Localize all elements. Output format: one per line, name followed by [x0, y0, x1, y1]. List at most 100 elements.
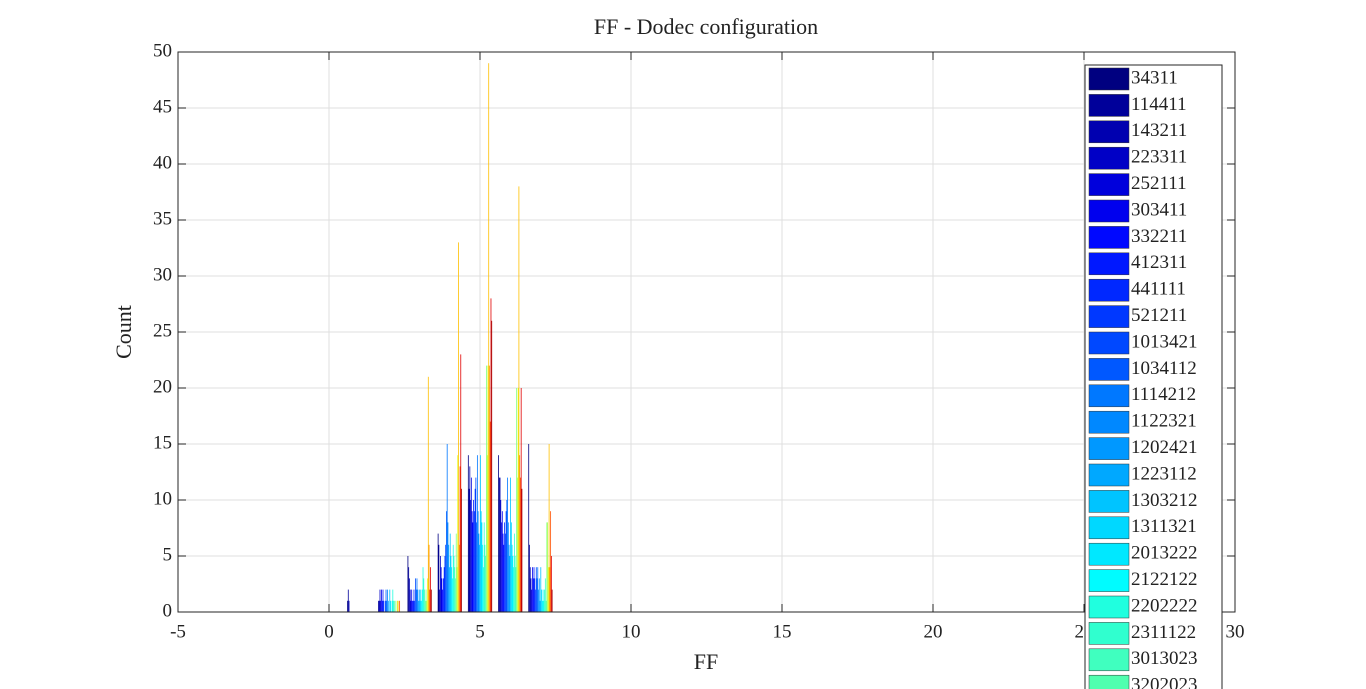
bar [476, 455, 478, 612]
bar [427, 376, 429, 612]
bar [454, 567, 456, 612]
bar [516, 477, 518, 612]
legend-swatch [1088, 622, 1130, 645]
bar [448, 544, 450, 612]
bar [468, 488, 470, 612]
bar [531, 589, 533, 612]
bar [409, 578, 410, 612]
x-tick-label: 15 [773, 621, 792, 642]
bar [397, 600, 399, 612]
bar [484, 544, 486, 612]
bar [547, 567, 549, 612]
bar [455, 578, 456, 612]
bar [452, 578, 453, 612]
bar [483, 522, 485, 612]
bar [515, 567, 517, 612]
bar [451, 567, 453, 612]
bar [514, 556, 516, 612]
bar [533, 567, 535, 612]
legend-label: 3202023 [1131, 675, 1198, 689]
legend-swatch [1088, 358, 1130, 381]
bar [540, 567, 542, 612]
bar [411, 589, 413, 612]
x-tick-label: 30 [1226, 621, 1245, 642]
legend-label: 1223112 [1131, 463, 1197, 484]
bar [449, 533, 451, 612]
legend-swatch [1088, 569, 1130, 592]
bar [441, 578, 443, 612]
bar [439, 556, 441, 612]
legend-swatch [1088, 199, 1130, 223]
bar [460, 354, 462, 612]
legend-swatch [1088, 67, 1130, 91]
bar [529, 544, 530, 612]
bar [455, 533, 457, 612]
bar [395, 600, 397, 612]
bar [408, 567, 410, 612]
bar [537, 567, 539, 612]
bar [512, 556, 514, 612]
bar [544, 589, 545, 612]
bar [347, 600, 348, 612]
bar [539, 600, 541, 612]
bar [378, 600, 379, 612]
bar [409, 589, 411, 612]
bar [393, 600, 394, 612]
bar [457, 455, 459, 612]
legend-swatch [1088, 410, 1130, 434]
bar [438, 544, 440, 612]
legend-swatch [1088, 490, 1130, 513]
bar [440, 567, 442, 612]
x-tick-label: 5 [475, 621, 485, 642]
bar [469, 466, 471, 612]
bar [426, 600, 428, 612]
legend-swatch [1088, 331, 1130, 355]
bar [381, 589, 382, 612]
bar [489, 421, 491, 612]
legend: 34311 114411 143211 223311 252111 303411 33221… [1084, 64, 1223, 689]
bar [391, 600, 393, 612]
bar [530, 578, 532, 612]
bar [410, 600, 412, 612]
y-tick-label: 5 [163, 544, 173, 565]
bar [521, 488, 523, 612]
bar [386, 600, 388, 612]
bar [504, 522, 505, 612]
legend-label: 1114212 [1131, 384, 1196, 405]
bar [504, 533, 506, 612]
legend-swatch [1088, 674, 1130, 689]
bar [479, 544, 481, 612]
y-axis-label: Count [111, 305, 136, 359]
bar [491, 320, 493, 612]
bar [385, 589, 387, 612]
bar [446, 511, 447, 612]
axes-box [177, 51, 1236, 613]
bar [421, 589, 423, 612]
bar [421, 600, 422, 612]
bar [486, 455, 488, 612]
bar [392, 589, 394, 612]
bar [416, 578, 418, 612]
bar [387, 600, 389, 612]
bar [420, 589, 422, 612]
bar [382, 589, 384, 612]
legend-label: 1013421 [1131, 331, 1198, 352]
bar [443, 578, 444, 612]
bar [509, 556, 511, 612]
bar [473, 511, 475, 612]
bar [543, 600, 545, 612]
bar [477, 511, 479, 612]
bar [413, 589, 415, 612]
x-axis-label: FF [694, 649, 718, 674]
bar [459, 466, 461, 612]
bar [489, 365, 490, 612]
bar [520, 388, 522, 612]
bar [429, 589, 431, 612]
legend-swatch [1088, 252, 1130, 276]
legend-swatch [1088, 94, 1130, 117]
bar [450, 556, 452, 612]
bar [549, 567, 551, 612]
bar [486, 365, 487, 612]
bar [380, 600, 382, 612]
